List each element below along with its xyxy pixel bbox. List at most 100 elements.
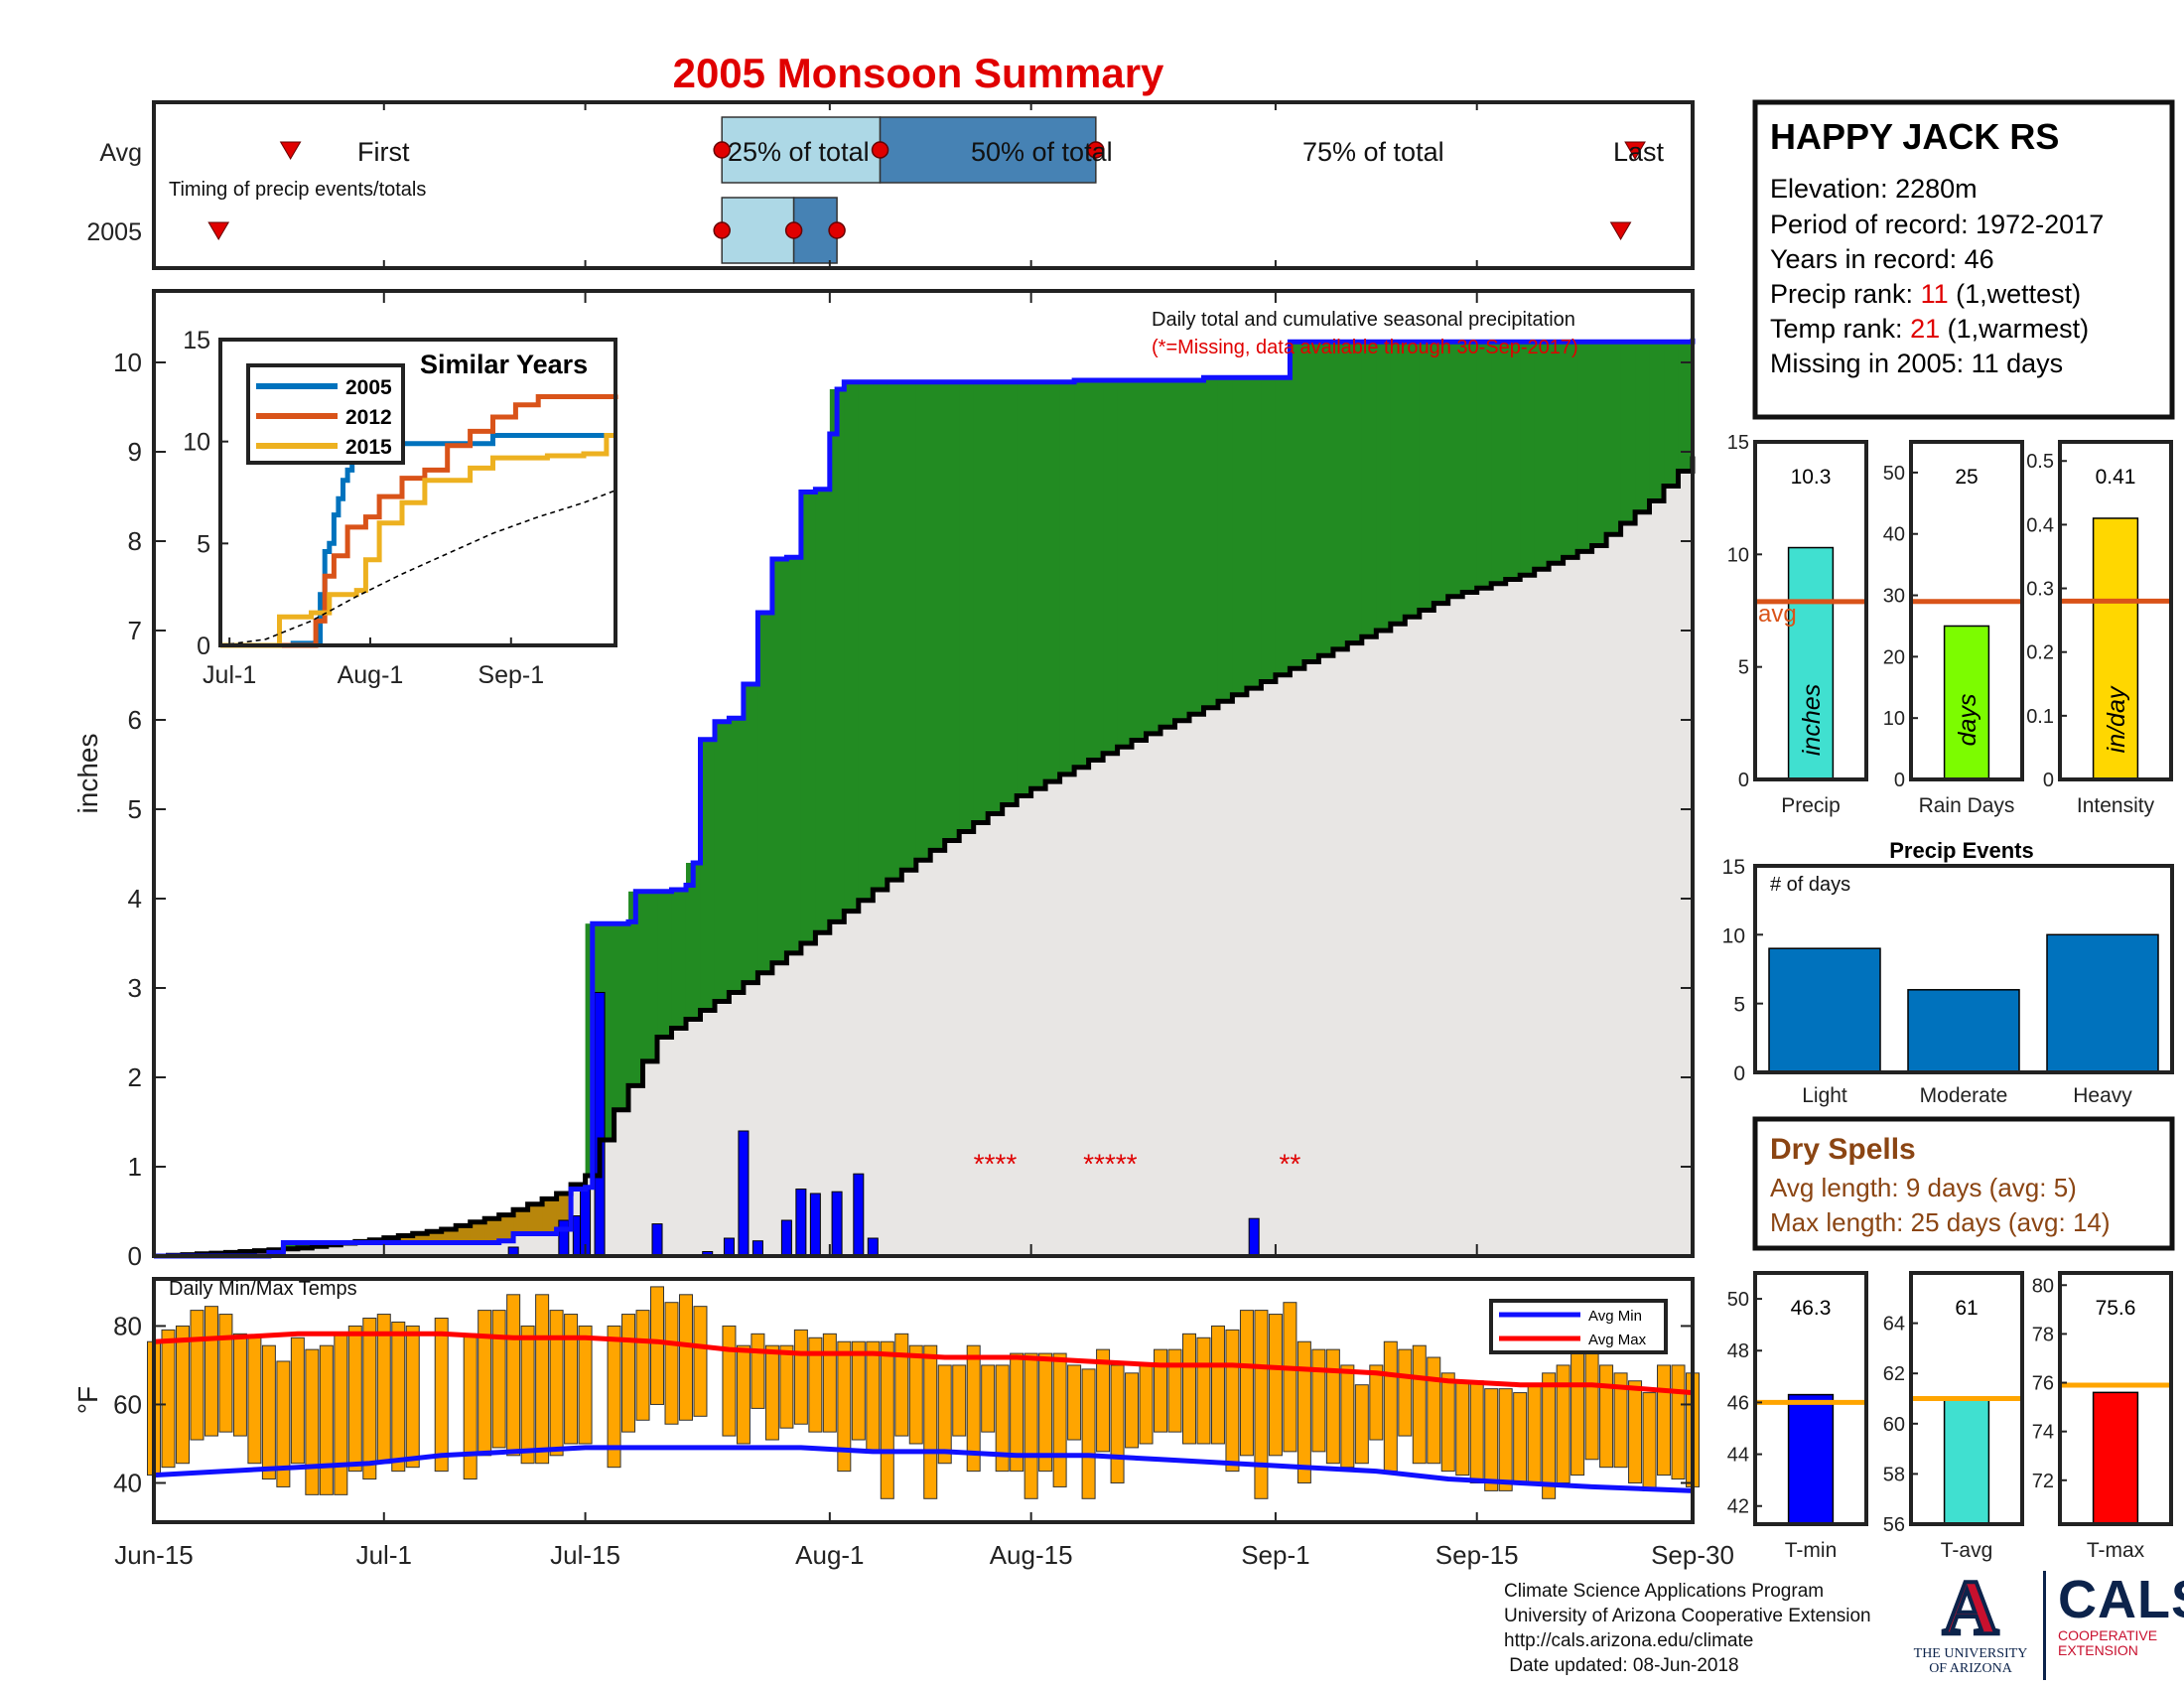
cumulative-2005-line <box>154 338 1696 1259</box>
above-average-fill <box>1188 380 1205 715</box>
rain-days-panel-frame <box>1909 440 2024 781</box>
temp-range-bar-16 <box>376 1314 391 1465</box>
above-average-fill <box>657 891 673 1038</box>
main-axis-ticks: 0 1 2 3 4 5 6 7 8 9 10 <box>113 291 1694 1271</box>
inset-frame <box>218 338 617 647</box>
tavg-panel-axis-label: T-avg <box>1941 1539 1993 1562</box>
cals-logo-line-2: EXTENSION <box>2058 1642 2138 1658</box>
cumulative-lines <box>154 338 1696 1259</box>
timing-avg-p50-marker <box>871 141 889 159</box>
above-average-fill <box>671 890 687 1029</box>
inset-ticks: 0 5 10 15 Jul-1 Aug-1 Sep-1 <box>183 327 544 689</box>
above-average-fill <box>1017 381 1032 796</box>
above-average-fill <box>1246 377 1263 689</box>
timing-panel: Avg 2005 Timing of precip events/totals … <box>86 100 1695 270</box>
events-category-label-1: Moderate <box>1920 1084 2008 1107</box>
temp-range-bar-56 <box>1010 1352 1024 1473</box>
above-average-fill <box>1620 342 1636 523</box>
temp-range-bar-3 <box>190 1310 205 1441</box>
temp-range-bar-38 <box>751 1333 765 1409</box>
temp-range-bar-58 <box>1038 1352 1053 1473</box>
above-average-fill <box>1088 380 1104 761</box>
temp-range-bar-28 <box>578 1325 593 1445</box>
below-average-fill <box>527 1203 543 1234</box>
precip-panel-frame <box>1753 440 1868 781</box>
university-of-arizona-logo: A THE UNIVERSITY OF ARIZONA <box>1906 1564 2035 1678</box>
precip-panel-ytick-label-2: 10 <box>1727 544 1749 566</box>
temp-range-bar-17 <box>391 1321 406 1473</box>
below-average-fill <box>484 1218 500 1243</box>
legend-label-2005: 2005 <box>345 376 392 399</box>
temp-range-bar-37 <box>736 1344 751 1445</box>
temp-range-bar-29 <box>607 1325 621 1469</box>
temp-range-bar-10 <box>290 1336 305 1465</box>
temp-avg-lines <box>153 1331 1694 1493</box>
legend-label-2012: 2012 <box>345 406 392 429</box>
inset-legend: 2005 2012 2015 <box>246 363 405 465</box>
above-average-fill <box>1390 342 1406 625</box>
temp-range-bar-92 <box>1527 1384 1542 1483</box>
rain-days-panel-ytick-label-1: 10 <box>1883 708 1905 730</box>
temp-range-bar-6 <box>232 1333 247 1437</box>
above-average-fill <box>1433 342 1449 604</box>
ua-a-icon: A <box>1941 1564 2000 1650</box>
temp-range-bar-77 <box>1311 1348 1326 1453</box>
ua-logo-line-2: OF ARIZONA <box>1929 1661 2012 1676</box>
above-average-fill <box>1332 342 1348 649</box>
temp-range-bar-70 <box>1210 1325 1225 1445</box>
above-average-fill <box>829 389 845 922</box>
temp-range-bar-9 <box>276 1360 291 1487</box>
temps-frame <box>152 1277 1695 1524</box>
temp-range-bar-40 <box>779 1344 794 1429</box>
temp-range-bar-86 <box>1440 1372 1455 1473</box>
temp-range-bar-27 <box>564 1314 579 1445</box>
temp-range-bar-52 <box>952 1364 967 1437</box>
daily-precip-bar-13 <box>831 1191 843 1257</box>
temp-range-bar-54 <box>981 1364 996 1433</box>
temp-range-bar-8 <box>261 1344 276 1480</box>
temp-range-bar-23 <box>506 1294 521 1457</box>
station-temp-rank: Temp rank: 21 (1,warmest) <box>1770 314 2089 344</box>
temp-range-bar-13 <box>334 1333 348 1495</box>
temp-range-bar-90 <box>1498 1388 1513 1491</box>
below-average-fill <box>513 1209 529 1234</box>
above-average-fill <box>757 613 773 973</box>
main-annotation: Daily total and cumulative seasonal prec… <box>1152 309 1575 331</box>
temp-range-bar-85 <box>1427 1356 1441 1465</box>
tmin-panel-ytick-label-0: 42 <box>1727 1496 1749 1518</box>
temp-range-bar-88 <box>1469 1380 1484 1483</box>
inset-average-line <box>219 490 616 646</box>
above-average-fill <box>786 557 802 953</box>
station-info-box: HAPPY JACK RS Elevation: 2280m Period of… <box>1752 99 2175 420</box>
temp-range-bar-83 <box>1398 1348 1413 1437</box>
main-area-layer <box>154 342 1694 1256</box>
temp-range-bar-68 <box>1181 1333 1196 1445</box>
tavg-panel-value-label: 61 <box>1955 1297 1978 1320</box>
temp-range-bar-39 <box>764 1344 779 1441</box>
precip-events-panel: Precip Events Light Moderate Heavy 0 5 10 15 #… <box>1722 838 2174 1107</box>
timing-p75-label: 75% of total <box>1302 137 1444 167</box>
tmax-panel-ytick-label-2: 76 <box>2032 1373 2054 1395</box>
timing-avg-box-50-75 <box>879 116 1097 184</box>
events-bar-light <box>1768 947 1881 1073</box>
inset-ytick-label-2: 10 <box>183 429 210 457</box>
above-average-fill <box>1606 342 1622 535</box>
above-average-fill <box>1117 380 1133 748</box>
credit-line-2: University of Arizona Cooperative Extens… <box>1504 1606 1871 1626</box>
station-name: HAPPY JACK RS <box>1770 116 2059 157</box>
below-average-fill <box>456 1225 472 1243</box>
temp-range-bar-44 <box>837 1340 852 1473</box>
below-average-fill <box>254 1250 270 1256</box>
above-average-fill <box>944 381 960 841</box>
temp-range-bar-69 <box>1196 1336 1211 1445</box>
tavg-panel-value-bar <box>1943 1397 1990 1525</box>
temp-range-bar-78 <box>1325 1348 1340 1465</box>
timing-avg-p75-marker <box>1087 141 1105 159</box>
temp-range-bar-43 <box>822 1333 837 1433</box>
above-average-fill <box>800 492 816 943</box>
temp-range-bar-22 <box>491 1310 506 1449</box>
above-average-fill <box>714 721 731 1002</box>
above-average-fill <box>1549 342 1565 564</box>
temp-range-bar-50 <box>923 1344 938 1499</box>
